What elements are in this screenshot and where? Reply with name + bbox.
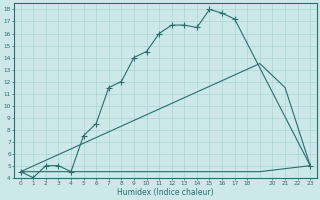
X-axis label: Humidex (Indice chaleur): Humidex (Indice chaleur) <box>117 188 214 197</box>
